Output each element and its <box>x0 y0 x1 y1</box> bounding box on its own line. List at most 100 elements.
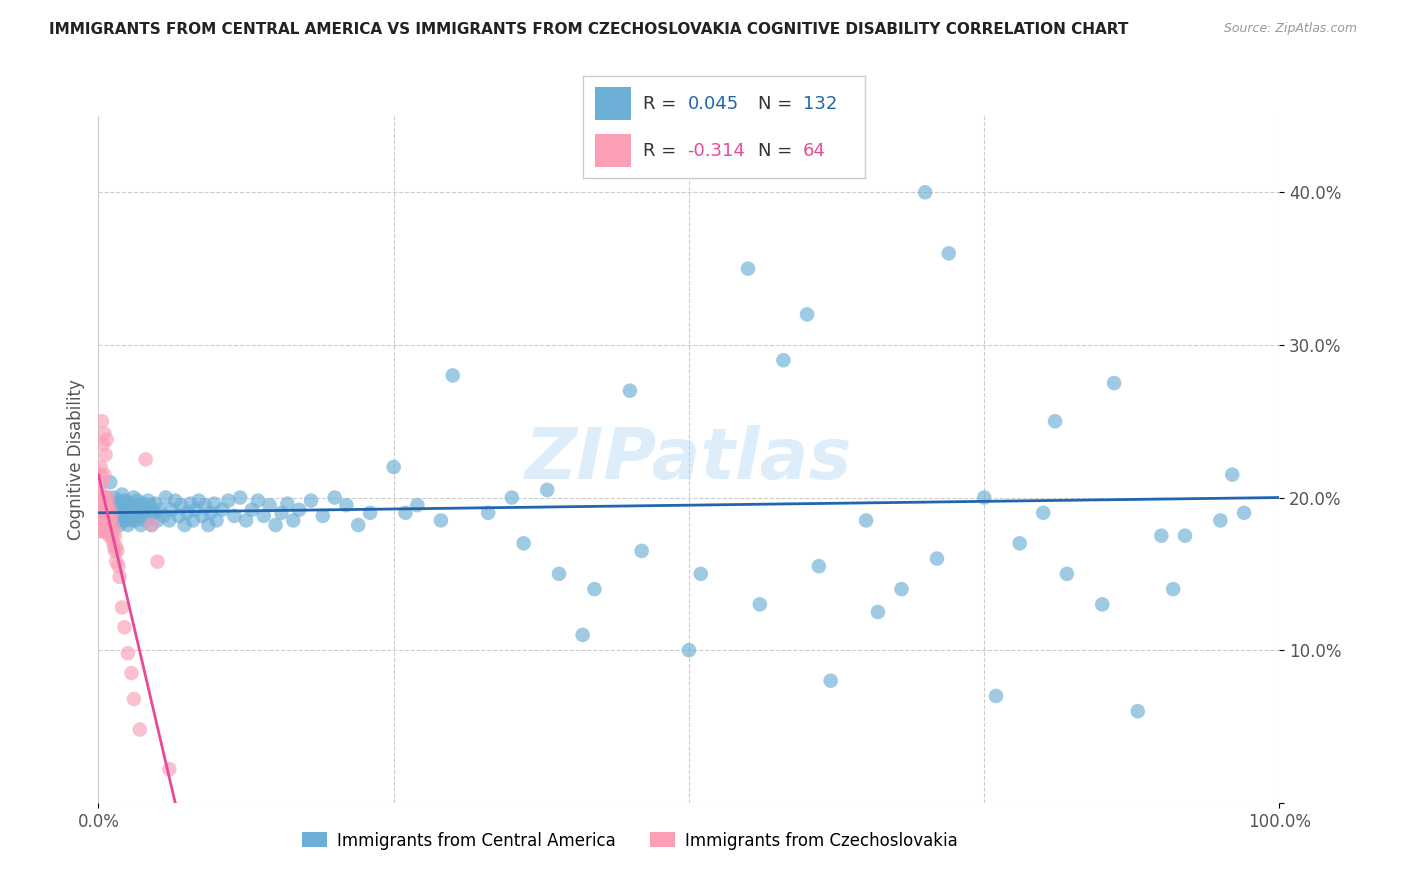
Point <box>108 493 131 508</box>
Point <box>93 467 115 482</box>
Text: R =: R = <box>643 95 682 112</box>
Point <box>135 513 157 527</box>
Point <box>89 483 111 497</box>
Point <box>1161 582 1184 596</box>
Point <box>276 497 298 511</box>
Point <box>132 497 155 511</box>
Point <box>135 452 157 467</box>
Point <box>1209 513 1232 527</box>
Point <box>108 570 131 584</box>
Point <box>820 673 842 688</box>
Point <box>796 307 818 321</box>
Point <box>98 502 121 516</box>
Point <box>855 513 877 527</box>
Point <box>184 502 207 516</box>
Text: -0.314: -0.314 <box>688 142 745 160</box>
Point <box>157 762 180 776</box>
Point <box>283 513 305 527</box>
Point <box>394 506 416 520</box>
Point <box>90 508 112 523</box>
Point <box>91 414 114 428</box>
Point <box>689 566 711 581</box>
Point <box>96 513 118 527</box>
Point <box>619 384 641 398</box>
Point <box>914 186 936 200</box>
Point <box>1056 566 1078 581</box>
Point <box>211 502 233 516</box>
Point <box>167 508 190 523</box>
Point <box>737 261 759 276</box>
Point <box>536 483 558 497</box>
Point <box>127 493 149 508</box>
Point <box>104 529 127 543</box>
Point <box>101 518 124 533</box>
Point <box>430 513 453 527</box>
Point <box>253 508 276 523</box>
Point <box>200 506 222 520</box>
Point <box>1220 467 1243 482</box>
Point <box>139 498 162 512</box>
Point <box>197 518 219 533</box>
Point <box>117 646 139 660</box>
Point <box>117 498 139 512</box>
Point <box>240 502 263 516</box>
Point <box>890 582 912 596</box>
Point <box>382 460 405 475</box>
Point <box>264 518 287 533</box>
Point <box>96 433 118 447</box>
Point <box>89 518 111 533</box>
Text: Source: ZipAtlas.com: Source: ZipAtlas.com <box>1223 22 1357 36</box>
Point <box>111 600 134 615</box>
Point <box>1032 506 1054 520</box>
Point <box>112 513 135 527</box>
Point <box>259 498 281 512</box>
Point <box>938 246 960 260</box>
Point <box>94 491 117 505</box>
Point <box>97 491 120 505</box>
Point <box>105 540 128 554</box>
Point <box>124 513 146 527</box>
Point <box>1043 414 1066 428</box>
Point <box>105 508 128 523</box>
Point <box>91 524 114 538</box>
Point <box>100 529 122 543</box>
Point <box>112 498 135 512</box>
Point <box>101 533 124 548</box>
Point <box>112 513 135 527</box>
Point <box>143 497 166 511</box>
Point <box>512 536 534 550</box>
Point <box>135 502 157 516</box>
Point <box>121 666 143 681</box>
Point <box>91 475 114 490</box>
Point <box>122 491 145 505</box>
Point <box>1008 536 1031 550</box>
Point <box>114 502 136 516</box>
Point <box>105 498 128 512</box>
Point <box>1091 598 1114 612</box>
Point <box>121 502 143 516</box>
Point <box>98 513 121 527</box>
Point <box>110 497 132 511</box>
Point <box>807 559 830 574</box>
Point <box>89 508 111 523</box>
Point <box>89 498 111 512</box>
Point <box>205 513 228 527</box>
Point <box>548 566 571 581</box>
Point <box>112 620 135 634</box>
Point <box>101 521 124 535</box>
Point <box>115 508 138 523</box>
Point <box>160 502 183 516</box>
Point <box>984 689 1007 703</box>
Point <box>359 506 381 520</box>
Point <box>866 605 889 619</box>
Point <box>98 513 121 527</box>
Point <box>93 508 115 523</box>
FancyBboxPatch shape <box>595 87 631 120</box>
Point <box>96 502 118 516</box>
Point <box>105 513 128 527</box>
Point <box>114 493 136 508</box>
Point <box>91 498 114 512</box>
Point <box>1150 529 1173 543</box>
Point <box>155 491 177 505</box>
Point <box>97 518 120 533</box>
